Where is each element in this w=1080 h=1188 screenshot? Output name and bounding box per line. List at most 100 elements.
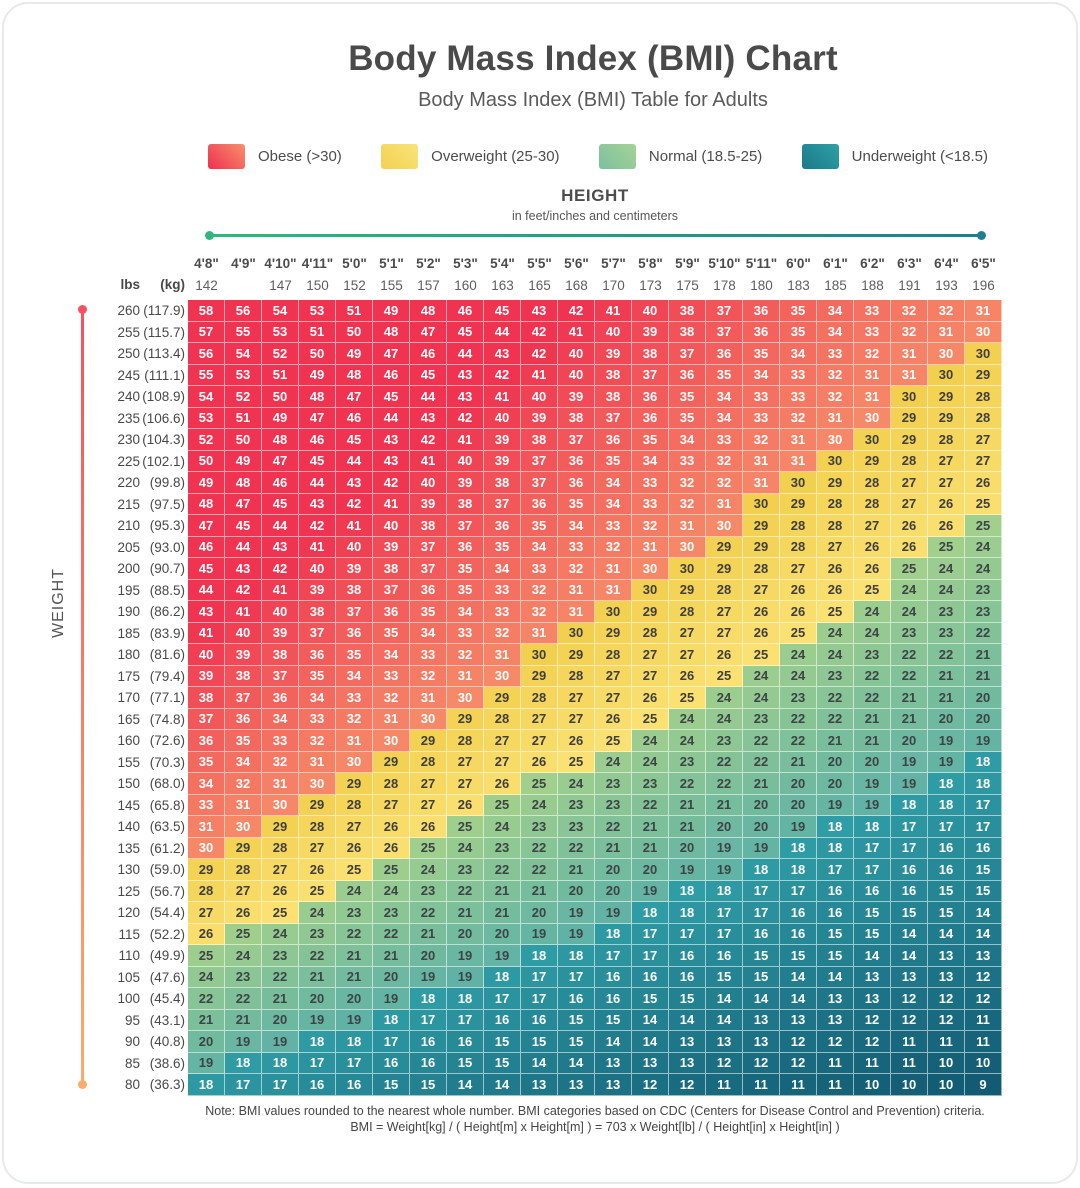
bmi-cell: 26 xyxy=(373,837,410,859)
bmi-cell: 27 xyxy=(706,622,743,644)
bmi-cell: 29 xyxy=(669,579,706,601)
bmi-cell: 44 xyxy=(262,515,299,537)
bmi-cell: 46 xyxy=(188,536,225,558)
bmi-cell: 33 xyxy=(780,364,817,386)
bmi-cell: 29 xyxy=(595,622,632,644)
bmi-cell: 39 xyxy=(225,644,262,666)
bmi-cell: 12 xyxy=(965,988,1002,1010)
bmi-cell: 43 xyxy=(336,472,373,494)
weight-row-label: 230 (104.3) xyxy=(106,429,188,451)
bmi-cell: 35 xyxy=(780,321,817,343)
weight-row-label: 120 (54.4) xyxy=(106,902,188,924)
bmi-cell: 37 xyxy=(336,601,373,623)
bmi-cell: 21 xyxy=(743,773,780,795)
bmi-cell: 37 xyxy=(484,493,521,515)
bmi-cell: 37 xyxy=(669,343,706,365)
bmi-cell: 30 xyxy=(854,429,891,451)
bmi-cell: 33 xyxy=(558,536,595,558)
bmi-cell: 20 xyxy=(410,945,447,967)
bmi-cell: 17 xyxy=(336,1052,373,1074)
bmi-cell: 24 xyxy=(706,687,743,709)
bmi-cell: 38 xyxy=(447,493,484,515)
bmi-cell: 34 xyxy=(632,450,669,472)
bmi-cell: 12 xyxy=(928,1009,965,1031)
bmi-cell: 17 xyxy=(928,816,965,838)
bmi-cell: 28 xyxy=(780,536,817,558)
bmi-cell: 51 xyxy=(336,300,373,322)
bmi-cell: 33 xyxy=(854,321,891,343)
bmi-cell: 25 xyxy=(854,579,891,601)
bmi-cell: 33 xyxy=(447,622,484,644)
bmi-grid: 58 56 54 53 51 49 48 46 45 43 42 41 40 38 37 36 35 34 33 32… xyxy=(188,300,1002,1096)
bmi-cell: 30 xyxy=(817,450,854,472)
bmi-cell: 21 xyxy=(336,945,373,967)
weight-row-label: 135 (61.2) xyxy=(106,838,188,860)
bmi-cell: 42 xyxy=(558,300,595,322)
bmi-cell: 27 xyxy=(484,730,521,752)
bmi-cell: 24 xyxy=(521,794,558,816)
weight-lbs-value: 100 xyxy=(117,991,140,1007)
weight-lbs-value: 195 xyxy=(117,582,140,598)
bmi-cell: 14 xyxy=(632,1031,669,1053)
bmi-cell: 46 xyxy=(262,472,299,494)
bmi-cell: 25 xyxy=(484,794,521,816)
bmi-cell: 30 xyxy=(521,644,558,666)
bmi-cell: 12 xyxy=(780,1031,817,1053)
bmi-cell: 40 xyxy=(262,601,299,623)
bmi-cell: 22 xyxy=(521,859,558,881)
bmi-cell: 22 xyxy=(595,816,632,838)
bmi-cell: 17 xyxy=(225,1074,262,1096)
weight-lbs-value: 230 xyxy=(117,432,140,448)
bmi-cell: 16 xyxy=(373,1052,410,1074)
bmi-cell: 20 xyxy=(484,923,521,945)
bmi-cell: 32 xyxy=(410,665,447,687)
bmi-cell: 28 xyxy=(780,515,817,537)
bmi-cell: 29 xyxy=(632,601,669,623)
bmi-cell: 28 xyxy=(965,407,1002,429)
bmi-cell: 20 xyxy=(521,902,558,924)
bmi-cell: 40 xyxy=(484,407,521,429)
weight-lbs-value: 90 xyxy=(124,1034,140,1050)
bmi-cell: 51 xyxy=(225,407,262,429)
bmi-cell: 34 xyxy=(780,343,817,365)
bmi-cell: 21 xyxy=(632,837,669,859)
bmi-cell: 33 xyxy=(336,687,373,709)
bmi-cell: 30 xyxy=(780,472,817,494)
bmi-cell: 28 xyxy=(521,687,558,709)
bmi-cell: 32 xyxy=(225,773,262,795)
bmi-cell: 38 xyxy=(669,300,706,322)
bmi-cell: 35 xyxy=(447,579,484,601)
bmi-cell: 20 xyxy=(743,816,780,838)
bmi-cell: 13 xyxy=(965,945,1002,967)
bmi-cell: 21 xyxy=(632,816,669,838)
weight-kg-value: (68.0) xyxy=(149,776,185,792)
weight-kg-value: (45.4) xyxy=(149,991,185,1007)
bmi-cell: 44 xyxy=(188,579,225,601)
bmi-cell: 34 xyxy=(706,407,743,429)
bmi-cell: 19 xyxy=(558,902,595,924)
bmi-cell: 29 xyxy=(928,407,965,429)
bmi-cell: 14 xyxy=(780,966,817,988)
bmi-cell: 37 xyxy=(262,665,299,687)
bmi-cell: 14 xyxy=(891,945,928,967)
bmi-cell: 23 xyxy=(558,816,595,838)
bmi-cell: 11 xyxy=(965,1031,1002,1053)
bmi-cell: 35 xyxy=(780,300,817,322)
bmi-cell: 25 xyxy=(891,558,928,580)
height-column-header: 6'2" 188 xyxy=(854,254,891,294)
weight-row-label: 110 (49.9) xyxy=(106,945,188,967)
height-cm-label: 157 xyxy=(417,278,440,293)
bmi-cell: 31 xyxy=(965,300,1002,322)
bmi-cell: 14 xyxy=(521,1052,558,1074)
bmi-cell: 22 xyxy=(780,730,817,752)
bmi-cell: 16 xyxy=(447,1031,484,1053)
bmi-cell: 12 xyxy=(780,1052,817,1074)
bmi-cell: 36 xyxy=(743,300,780,322)
height-cm-label: 185 xyxy=(824,278,847,293)
bmi-cell: 27 xyxy=(336,816,373,838)
bmi-cell: 16 xyxy=(558,988,595,1010)
bmi-cell: 43 xyxy=(484,343,521,365)
height-column-header: 5'5" 165 xyxy=(521,254,558,294)
bmi-cell: 22 xyxy=(854,687,891,709)
bmi-cell: 32 xyxy=(706,472,743,494)
